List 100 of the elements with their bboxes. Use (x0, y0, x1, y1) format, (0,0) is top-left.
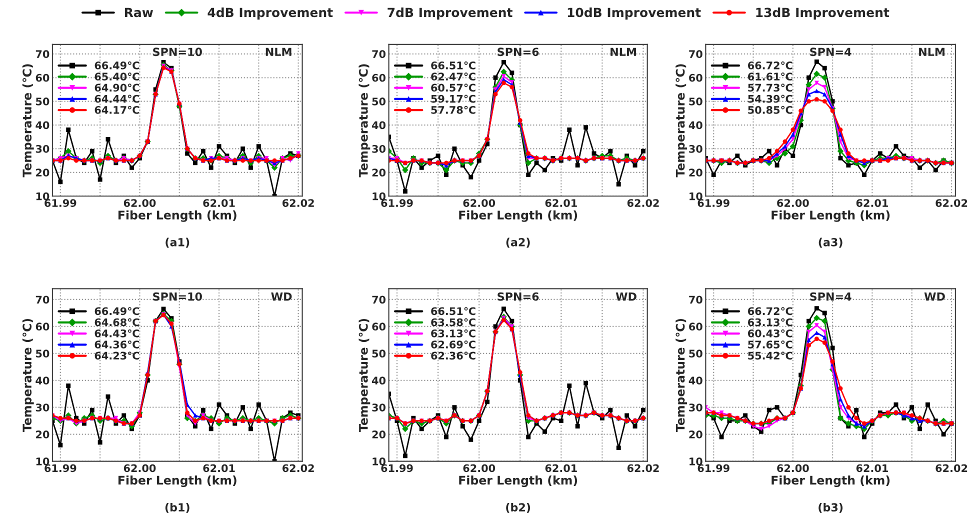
legend-label: 57.73℃ (748, 84, 792, 92)
y-tick-label: 70 (372, 296, 386, 304)
y-tick-label: 70 (689, 50, 702, 58)
legend-label: 63.58℃ (431, 318, 476, 326)
legend-label: 66.51℃ (431, 307, 476, 316)
legend-label: 63.13℃ (431, 329, 476, 338)
annotation: SPN=4 (810, 48, 852, 56)
legend-label: 13dB Improvement (756, 8, 890, 20)
legend-label: 64.23℃ (94, 352, 140, 360)
y-tick-label: 10 (372, 192, 386, 200)
legend-label: 60.57℃ (431, 84, 476, 92)
y-axis-title: Temperature (℃) (358, 64, 370, 178)
y-axis-title: Temperature (℃) (676, 318, 688, 432)
annotation: NLM (610, 48, 636, 56)
x-tick-label: 62.00 (124, 464, 156, 472)
x-tick-label: 62.01 (856, 464, 888, 472)
legend-label: 62.36℃ (431, 352, 476, 360)
x-tick-label: 62.00 (463, 199, 496, 207)
legend-label: 66.72℃ (748, 61, 792, 70)
y-tick-label: 50 (372, 350, 386, 358)
y-tick-label: 10 (690, 192, 702, 200)
text: (b1) (165, 502, 190, 513)
x-tick-label: 62.02 (282, 199, 314, 207)
annotation: SPN=6 (498, 292, 539, 301)
legend-label: 10dB Improvement (568, 8, 701, 20)
annotation: SPN=10 (153, 292, 202, 301)
annotation: SPN=10 (153, 48, 202, 56)
y-tick-label: 50 (36, 350, 50, 358)
text: (a1) (166, 238, 190, 248)
y-tick-label: 20 (689, 430, 702, 438)
y-tick-label: 30 (689, 404, 702, 412)
y-tick-label: 50 (372, 98, 386, 106)
x-tick-label: 62.01 (203, 199, 235, 207)
y-tick-label: 70 (372, 50, 386, 58)
y-tick-label: 20 (372, 430, 386, 438)
x-tick-label: 61.99 (698, 199, 730, 207)
x-tick-label: 62.00 (463, 464, 496, 472)
y-tick-label: 70 (689, 296, 702, 304)
legend-label: 62.47℃ (431, 72, 476, 81)
y-tick-label: 30 (689, 144, 702, 153)
legend-label: 54.39℃ (748, 94, 792, 103)
x-tick-label: 61.99 (381, 464, 413, 472)
legend-label: 66.51℃ (431, 61, 476, 70)
legend-label: 64.43℃ (94, 329, 140, 338)
legend-label: 64.68℃ (94, 318, 140, 326)
text: (a3) (818, 238, 842, 248)
y-tick-label: 40 (36, 121, 50, 130)
annotation: WD (924, 292, 945, 301)
y-tick-label: 20 (36, 430, 50, 438)
y-tick-label: 60 (689, 322, 702, 331)
y-tick-label: 70 (36, 50, 50, 58)
legend-label: Raw (124, 8, 153, 18)
y-tick-label: 10 (36, 458, 50, 466)
legend-label: 4dB Improvement (208, 8, 333, 20)
annotation: NLM (919, 48, 944, 56)
x-tick-label: 62.01 (545, 199, 577, 207)
legend-label: 55.42℃ (748, 352, 792, 360)
y-axis-title: Temperature (℃) (22, 64, 34, 178)
x-axis-title: Fiber Length (km) (772, 476, 890, 488)
x-tick-label: 61.99 (381, 199, 413, 207)
y-tick-label: 50 (36, 98, 50, 106)
legend-label: 57.78℃ (431, 106, 476, 114)
x-tick-label: 62.01 (203, 464, 235, 472)
y-tick-label: 70 (36, 296, 50, 304)
x-tick-label: 62.00 (777, 199, 809, 207)
text: (a2) (506, 238, 530, 248)
x-tick-label: 62.02 (282, 464, 314, 472)
x-tick-label: 61.99 (44, 464, 76, 472)
legend-label: 66.49℃ (94, 307, 140, 316)
legend-label: 66.72℃ (748, 307, 792, 316)
legend-label: 62.69℃ (431, 340, 476, 348)
y-tick-label: 60 (36, 322, 50, 331)
annotation: WD (271, 292, 292, 301)
y-tick-label: 30 (372, 144, 386, 153)
y-axis-title: Temperature (℃) (358, 318, 370, 432)
y-axis-title: Temperature (℃) (22, 318, 34, 432)
legend-label: 57.65℃ (748, 340, 792, 348)
y-tick-label: 10 (36, 192, 50, 200)
y-tick-label: 30 (372, 404, 386, 412)
x-axis-title: Fiber Length (km) (459, 476, 578, 488)
legend-label: 7dB Improvement (388, 8, 512, 20)
y-tick-label: 50 (689, 98, 702, 106)
x-axis-title: Fiber Length (km) (118, 210, 236, 222)
x-axis-title: Fiber Length (km) (118, 476, 236, 488)
y-tick-label: 40 (372, 376, 386, 384)
annotation: SPN=6 (498, 48, 539, 56)
y-tick-label: 30 (36, 404, 50, 412)
x-tick-label: 62.00 (124, 199, 156, 207)
annotation: NLM (266, 48, 292, 56)
x-tick-label: 62.02 (936, 464, 968, 472)
x-axis-title: Fiber Length (km) (772, 210, 890, 222)
y-tick-label: 30 (36, 144, 50, 153)
x-tick-label: 62.02 (627, 464, 659, 472)
x-axis-title: Fiber Length (km) (459, 210, 578, 222)
y-tick-label: 40 (688, 376, 702, 384)
y-tick-label: 40 (36, 376, 50, 384)
legend-label: 50.85℃ (748, 106, 792, 114)
y-tick-label: 60 (372, 74, 386, 82)
text: (b3) (818, 502, 843, 513)
y-tick-label: 20 (36, 168, 50, 177)
